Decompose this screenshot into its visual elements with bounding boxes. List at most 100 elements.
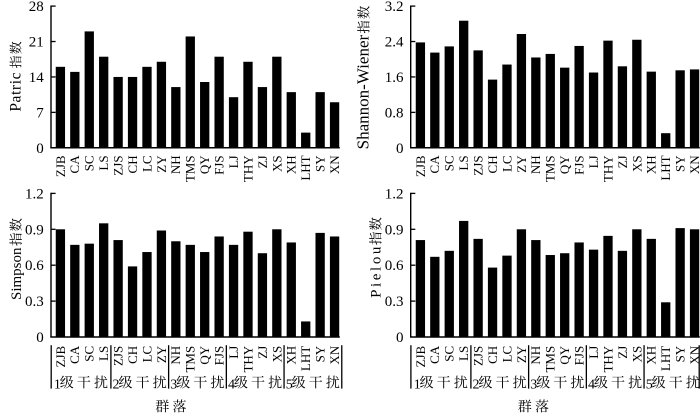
svg-text:0.9: 0.9 [25, 222, 44, 238]
svg-text:LS: LS [96, 155, 111, 170]
svg-text:SC: SC [442, 155, 457, 171]
svg-text:0: 0 [396, 330, 404, 346]
svg-text:LJ: LJ [226, 155, 241, 168]
svg-text:TMS: TMS [183, 155, 198, 182]
svg-text:XH: XH [284, 346, 299, 365]
svg-text:0: 0 [36, 330, 44, 346]
svg-text:TMS: TMS [183, 346, 198, 373]
svg-text:LC: LC [499, 346, 514, 363]
svg-text:0: 0 [36, 141, 44, 157]
svg-text:14: 14 [29, 70, 45, 86]
svg-text:LS: LS [96, 346, 111, 361]
svg-text:28: 28 [29, 0, 44, 15]
svg-text:0.6: 0.6 [385, 258, 404, 274]
svg-text:SY: SY [313, 155, 328, 172]
svg-text:LJ: LJ [586, 155, 601, 168]
svg-text:SY: SY [673, 345, 688, 362]
svg-text:ZJ: ZJ [255, 346, 270, 359]
svg-text:ZJS: ZJS [471, 346, 486, 366]
svg-text:QY: QY [197, 155, 212, 174]
svg-text:LC: LC [499, 155, 514, 172]
svg-text:XH: XH [644, 155, 659, 174]
svg-text:4: 4 [228, 378, 235, 393]
svg-text:2.4: 2.4 [385, 35, 404, 51]
svg-text:1.2: 1.2 [385, 186, 404, 202]
svg-text:21: 21 [29, 35, 44, 51]
svg-text:2: 2 [473, 378, 480, 393]
svg-text:LJ: LJ [226, 346, 241, 359]
svg-text:XS: XS [629, 155, 644, 172]
svg-text:1: 1 [414, 378, 421, 393]
svg-text:1.2: 1.2 [25, 186, 44, 202]
svg-text:ZJS: ZJS [111, 155, 126, 175]
svg-text:0.3: 0.3 [385, 294, 404, 310]
svg-text:XN: XN [687, 345, 700, 364]
svg-text:CA: CA [67, 345, 82, 364]
svg-text:4: 4 [588, 378, 595, 393]
svg-text:ZJS: ZJS [471, 155, 486, 175]
svg-text:1: 1 [54, 378, 61, 393]
svg-text:CA: CA [427, 345, 442, 364]
svg-text:LC: LC [139, 346, 154, 363]
svg-text:ZJB: ZJB [53, 155, 68, 177]
svg-text:XN: XN [687, 155, 700, 174]
svg-text:SC: SC [82, 155, 97, 171]
svg-text:LHT: LHT [658, 346, 673, 371]
svg-text:LHT: LHT [298, 346, 313, 371]
svg-text:FJS: FJS [212, 155, 227, 175]
svg-text:FJS: FJS [572, 346, 587, 366]
svg-text:QY: QY [197, 345, 212, 364]
svg-text:5: 5 [286, 378, 293, 393]
svg-text:XH: XH [284, 155, 299, 174]
svg-text:ZY: ZY [514, 155, 529, 173]
svg-text:LC: LC [139, 155, 154, 172]
svg-text:QY: QY [557, 155, 572, 174]
svg-text:0.9: 0.9 [385, 222, 404, 238]
svg-text:CH: CH [125, 346, 140, 364]
svg-text:CH: CH [485, 346, 500, 364]
svg-text:ZJ: ZJ [615, 346, 630, 359]
svg-text:5: 5 [646, 378, 653, 393]
svg-text:TMS: TMS [543, 155, 558, 182]
svg-text:NH: NH [528, 155, 543, 174]
svg-text:XH: XH [644, 346, 659, 365]
svg-text:NH: NH [168, 155, 183, 174]
svg-text:ZJS: ZJS [111, 346, 126, 366]
svg-text:ZJB: ZJB [413, 345, 428, 367]
svg-text:0.6: 0.6 [25, 258, 44, 274]
svg-text:ZJ: ZJ [615, 155, 630, 168]
svg-text:XS: XS [629, 346, 644, 363]
svg-text:ZJB: ZJB [413, 155, 428, 177]
svg-text:1.6: 1.6 [385, 70, 404, 86]
svg-text:ZY: ZY [514, 345, 529, 363]
svg-text:LHT: LHT [658, 155, 673, 180]
svg-text:CH: CH [125, 155, 140, 173]
svg-text:XS: XS [269, 155, 284, 172]
svg-text:QY: QY [557, 345, 572, 364]
svg-text:CH: CH [485, 155, 500, 173]
svg-text:3: 3 [530, 378, 537, 393]
svg-text:NH: NH [168, 346, 183, 365]
svg-text:CA: CA [427, 155, 442, 174]
svg-text:LS: LS [456, 346, 471, 361]
svg-text:Simpson: Simpson [9, 247, 25, 300]
svg-text:THY: THY [240, 345, 255, 372]
svg-text:ZJ: ZJ [255, 155, 270, 168]
svg-text:ZY: ZY [154, 155, 169, 173]
svg-text:LS: LS [456, 155, 471, 170]
svg-text:ZY: ZY [154, 345, 169, 363]
svg-text:THY: THY [600, 345, 615, 372]
svg-text:FJS: FJS [212, 346, 227, 366]
svg-text:0.8: 0.8 [385, 105, 404, 121]
svg-text:XN: XN [327, 345, 342, 364]
svg-text:LJ: LJ [586, 346, 601, 359]
svg-text:THY: THY [240, 155, 255, 182]
svg-text:XS: XS [269, 346, 284, 363]
svg-text:SC: SC [442, 346, 457, 362]
svg-text:NH: NH [528, 346, 543, 365]
svg-text:FJS: FJS [572, 155, 587, 175]
svg-text:Shannon-Wiener: Shannon-Wiener [354, 35, 373, 150]
svg-text:TMS: TMS [543, 346, 558, 373]
svg-text:SY: SY [313, 345, 328, 362]
svg-text:3.2: 3.2 [385, 0, 404, 15]
